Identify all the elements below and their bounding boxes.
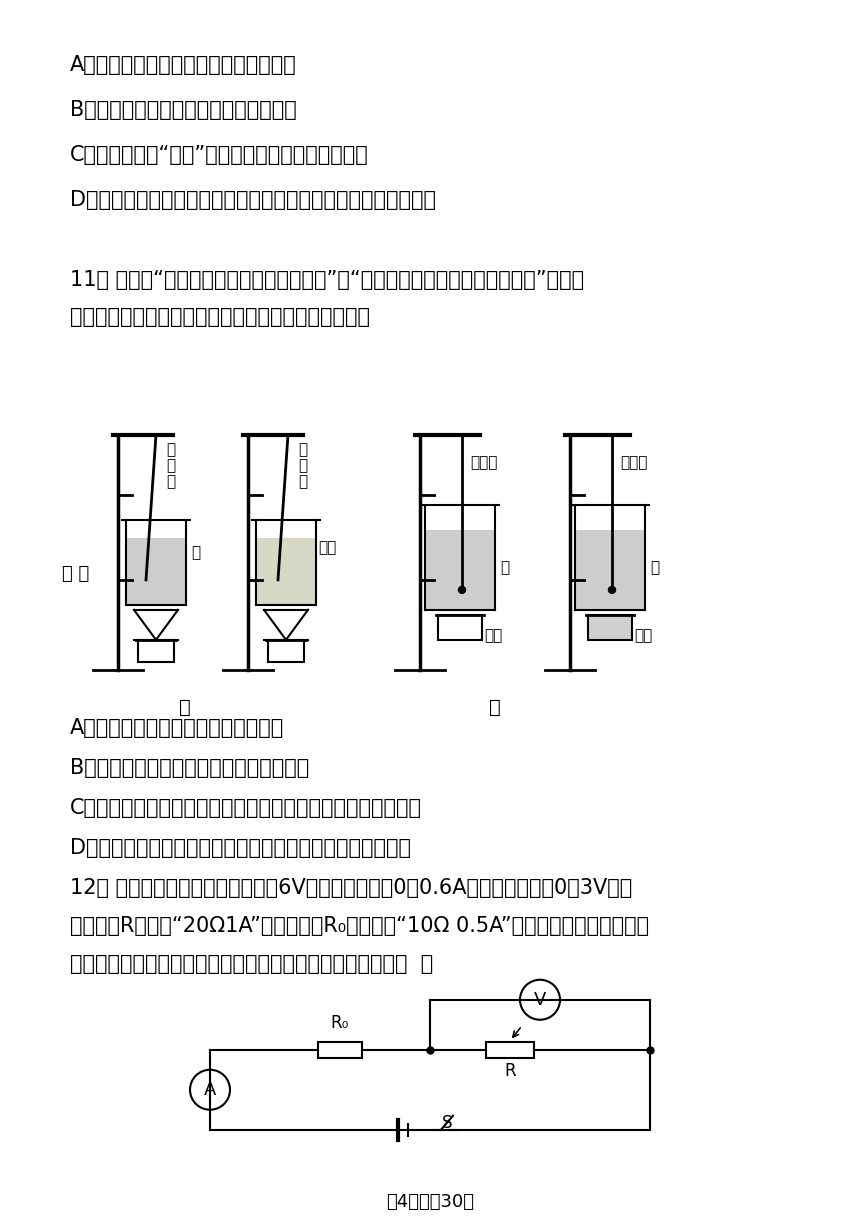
Text: 棒: 棒 — [166, 474, 175, 489]
Circle shape — [609, 586, 616, 593]
Polygon shape — [138, 640, 174, 662]
Text: 合开关后在滑动变阱器滑片移动过程中，下列说法正确的是（  ）: 合开关后在滑动变阱器滑片移动过程中，下列说法正确的是（ ） — [70, 953, 433, 974]
Text: C．甲组实验中，可以根据温度计示数的变化来比较吸热的多少: C．甲组实验中，可以根据温度计示数的变化来比较吸热的多少 — [70, 798, 422, 818]
Circle shape — [190, 1070, 230, 1110]
Text: 璃: 璃 — [166, 458, 175, 473]
Polygon shape — [425, 530, 495, 609]
Text: R₀: R₀ — [331, 1014, 349, 1031]
Text: C．瓶口上方的“白气”是大气中的水蜗气液化形成的: C．瓶口上方的“白气”是大气中的水蜗气液化形成的 — [70, 145, 369, 165]
Text: （ ）: （ ） — [62, 565, 89, 582]
Text: 动变阱器R规格为“20Ω1A”，定值电阱R₀的规格为“10Ω 0.5A”。为了保证电路安全，闭: 动变阱器R规格为“20Ω1A”，定值电阱R₀的规格为“10Ω 0.5A”。为了保… — [70, 916, 649, 936]
Text: A: A — [204, 1081, 216, 1099]
Text: 甲: 甲 — [179, 698, 191, 717]
Polygon shape — [575, 530, 645, 609]
Polygon shape — [486, 1042, 534, 1058]
Text: S: S — [442, 1114, 452, 1132]
Circle shape — [458, 586, 465, 593]
Polygon shape — [256, 537, 316, 604]
Text: D．乙组实验中，可以根据加热时间的长短来比较吸热的多少: D．乙组实验中，可以根据加热时间的长短来比较吸热的多少 — [70, 838, 411, 857]
Circle shape — [520, 980, 560, 1020]
Text: 乙两组实验装置。下列关于该两组实验的说法正确的是: 乙两组实验装置。下列关于该两组实验的说法正确的是 — [70, 306, 370, 327]
Text: A．每组实验中，燃料的质量均应相等: A．每组实验中，燃料的质量均应相等 — [70, 717, 285, 738]
Polygon shape — [268, 640, 304, 662]
Text: 温度计: 温度计 — [620, 455, 648, 469]
Text: 温度计: 温度计 — [470, 455, 497, 469]
Text: 玻: 玻 — [166, 441, 175, 457]
Text: 酒精: 酒精 — [484, 627, 502, 643]
Text: 乙: 乙 — [489, 698, 501, 717]
Text: 11． 如图是“探究不同物质吸热升温的现象”和“比较不同燃料燃烧时放出的热量”的甲、: 11． 如图是“探究不同物质吸热升温的现象”和“比较不同燃料燃烧时放出的热量”的… — [70, 270, 584, 289]
Polygon shape — [318, 1042, 362, 1058]
Polygon shape — [438, 615, 482, 640]
Text: 棒: 棒 — [298, 474, 307, 489]
Polygon shape — [126, 537, 186, 604]
Text: 水: 水 — [191, 545, 200, 559]
Text: 12． 如图所示电路，电源电压恒为6V，电流表量程为0～0.6A，电压表量程为0～3V，滑: 12． 如图所示电路，电源电压恒为6V，电流表量程为0～0.6A，电压表量程为0… — [70, 878, 632, 897]
Text: 玻: 玻 — [298, 441, 307, 457]
Text: 水: 水 — [650, 559, 659, 575]
Polygon shape — [588, 615, 632, 640]
Text: V: V — [534, 991, 546, 1009]
Text: B．金属盘中放冰块可使液化现象更明显: B．金属盘中放冰块可使液化现象更明显 — [70, 100, 297, 120]
Text: 璃: 璃 — [298, 458, 307, 473]
Text: B．每组实验中，杯中物质的质量均应相等: B．每组实验中，杯中物质的质量均应相等 — [70, 758, 310, 778]
Text: D．根据金属盘温度升高这一现象不能得出气体液化会放热的结论: D．根据金属盘温度升高这一现象不能得出气体液化会放热的结论 — [70, 190, 436, 210]
Text: 碎纸: 碎纸 — [634, 627, 652, 643]
Text: 第4页，共30页: 第4页，共30页 — [386, 1193, 474, 1211]
Text: R: R — [504, 1062, 516, 1080]
Text: A．烧瓶内水的减少主要是因为水的沸腾: A．烧瓶内水的减少主要是因为水的沸腾 — [70, 55, 297, 75]
Text: 水: 水 — [500, 559, 509, 575]
Text: 沙子: 沙子 — [318, 540, 336, 554]
